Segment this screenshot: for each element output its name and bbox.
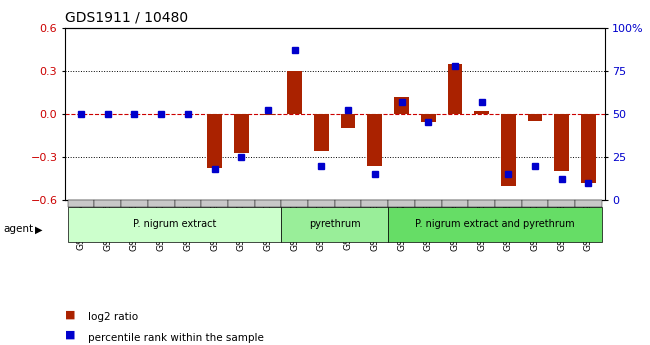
FancyBboxPatch shape — [68, 200, 94, 207]
Text: log2 ratio: log2 ratio — [88, 313, 138, 322]
Bar — [448, 63, 462, 114]
Bar — [367, 114, 382, 166]
FancyBboxPatch shape — [575, 200, 602, 207]
FancyBboxPatch shape — [121, 200, 148, 207]
FancyBboxPatch shape — [148, 200, 174, 207]
FancyBboxPatch shape — [335, 200, 361, 207]
Bar — [474, 111, 489, 114]
FancyBboxPatch shape — [281, 200, 308, 207]
Text: pyrethrum: pyrethrum — [309, 219, 361, 229]
FancyBboxPatch shape — [68, 207, 281, 242]
Bar — [234, 114, 248, 152]
FancyBboxPatch shape — [522, 200, 549, 207]
FancyBboxPatch shape — [388, 200, 415, 207]
FancyBboxPatch shape — [441, 200, 468, 207]
Text: GDS1911 / 10480: GDS1911 / 10480 — [65, 10, 188, 24]
Bar — [287, 71, 302, 114]
FancyBboxPatch shape — [495, 200, 522, 207]
FancyBboxPatch shape — [468, 200, 495, 207]
FancyBboxPatch shape — [281, 207, 388, 242]
Bar — [528, 114, 542, 121]
FancyBboxPatch shape — [202, 200, 228, 207]
Text: ▶: ▶ — [35, 225, 43, 234]
Bar — [314, 114, 329, 151]
FancyBboxPatch shape — [228, 200, 255, 207]
Text: P. nigrum extract and pyrethrum: P. nigrum extract and pyrethrum — [415, 219, 575, 229]
FancyBboxPatch shape — [361, 200, 388, 207]
FancyBboxPatch shape — [94, 200, 121, 207]
FancyBboxPatch shape — [415, 200, 441, 207]
Bar — [554, 114, 569, 171]
Text: agent: agent — [3, 225, 33, 234]
Bar — [261, 114, 276, 115]
FancyBboxPatch shape — [174, 200, 202, 207]
Text: ■: ■ — [65, 330, 75, 340]
Bar — [207, 114, 222, 168]
Bar — [421, 114, 436, 122]
FancyBboxPatch shape — [388, 207, 602, 242]
Text: P. nigrum extract: P. nigrum extract — [133, 219, 216, 229]
Bar — [581, 114, 596, 183]
Bar — [501, 114, 515, 186]
FancyBboxPatch shape — [255, 200, 281, 207]
FancyBboxPatch shape — [308, 200, 335, 207]
FancyBboxPatch shape — [549, 200, 575, 207]
Text: ■: ■ — [65, 309, 75, 319]
Bar — [394, 97, 409, 114]
Bar — [341, 114, 356, 128]
Text: percentile rank within the sample: percentile rank within the sample — [88, 333, 264, 343]
